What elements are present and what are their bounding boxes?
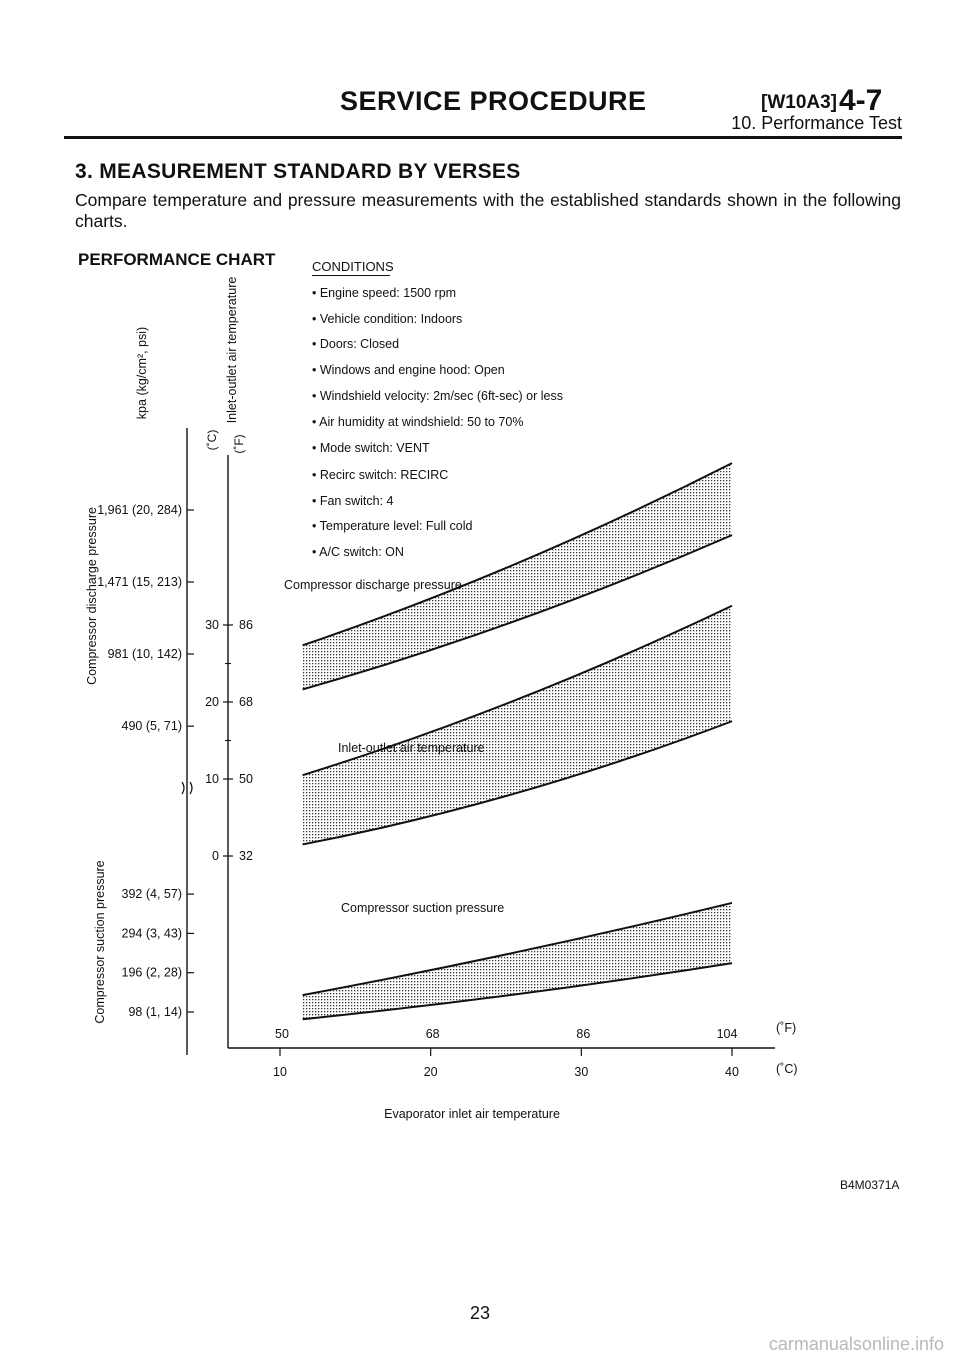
temperature-unit-c: (˚C) (205, 430, 219, 451)
page-header-title: SERVICE PROCEDURE (340, 86, 647, 116)
header-divider (64, 136, 902, 139)
condition-item: • Vehicle condition: Indoors (312, 312, 463, 326)
conditions-underline (312, 275, 390, 276)
temperature-tick-label-c: 20 (205, 695, 219, 709)
discharge-band-fill (302, 463, 732, 690)
discharge-axis-label: Compressor discharge pressure (85, 507, 99, 685)
suction-band-fill (302, 902, 732, 1020)
discharge-tick-label: 490 (5, 71) (122, 719, 182, 733)
page-header-code: [W10A3] (761, 92, 838, 113)
x-tick-label-f: 68 (426, 1027, 440, 1041)
x-unit-c: (˚C) (776, 1062, 798, 1076)
condition-item: • Windows and engine hood: Open (312, 363, 505, 377)
inlet-outlet-series-label: Inlet-outlet air temperature (338, 741, 485, 755)
discharge-tick-label: 981 (10, 142) (108, 647, 182, 661)
chart-labels: 1,961 (20, 284) 1,471 (15, 213) 981 (10, 1… (85, 277, 798, 1121)
x-unit-f: (˚F) (776, 1021, 796, 1035)
axis-break-mark (181, 781, 193, 795)
discharge-tick-label: 1,961 (20, 284) (97, 503, 182, 517)
section-text: Compare temperature and pressure measure… (75, 190, 901, 231)
section-heading: 3. MEASUREMENT STANDARD BY VERSES (75, 160, 521, 183)
x-tick-label-f: 104 (717, 1027, 738, 1041)
suction-tick-label: 294 (3, 43) (122, 926, 182, 940)
condition-item: • Doors: Closed (312, 337, 400, 351)
x-axis-label: Evaporator inlet air temperature (384, 1107, 560, 1121)
pressure-unit-label: kpa (kg/cm², psi) (135, 327, 149, 419)
suction-tick-label: 196 (2, 28) (122, 966, 182, 980)
temperature-axis-label: Inlet-outlet air temperature (225, 277, 239, 424)
temperature-tick-label-c: 0 (212, 849, 219, 863)
x-tick-label-c: 10 (273, 1065, 287, 1079)
discharge-band-upper-line (302, 462, 733, 647)
temperature-tick-label-f: 86 (239, 618, 253, 632)
temperature-tick-label-f: 32 (239, 849, 253, 863)
condition-item: • A/C switch: ON (312, 545, 404, 559)
suction-tick-label: 392 (4, 57) (122, 887, 182, 901)
condition-item: • Engine speed: 1500 rpm (312, 286, 457, 300)
x-tick-label-c: 40 (725, 1065, 739, 1079)
temperature-tick-label-f: 50 (239, 772, 253, 786)
inlet-outlet-band-upper-line (302, 604, 733, 777)
suction-series-label: Compressor suction pressure (341, 901, 504, 915)
x-tick-label-c: 20 (424, 1065, 438, 1079)
suction-tick-label: 98 (1, 14) (128, 1005, 182, 1019)
x-tick-label-f: 86 (576, 1027, 590, 1041)
discharge-series-label: Compressor discharge pressure (284, 578, 462, 592)
page-header-subtitle: 10. Performance Test (731, 113, 902, 133)
discharge-tick-label: 1,471 (15, 213) (97, 575, 182, 589)
discharge-band-lower-line (302, 534, 733, 691)
inlet-outlet-band-lower-line (302, 720, 733, 846)
condition-item: • Windshield velocity: 2m/sec (6ft-sec) … (312, 389, 563, 403)
x-tick-label-f: 50 (275, 1027, 289, 1041)
figure-code: B4M0371A (840, 1178, 900, 1192)
temperature-unit-f: (˚F) (232, 434, 246, 453)
suction-band-lower-line (302, 962, 733, 1021)
conditions-heading: CONDITIONS (312, 259, 394, 274)
condition-item: • Recirc switch: RECIRC (312, 468, 449, 482)
condition-item: • Mode switch: VENT (312, 441, 430, 455)
chart-axes (181, 428, 775, 1056)
page-header-section-number: 4-7 (839, 84, 883, 117)
chart-title: PERFORMANCE CHART (78, 250, 276, 269)
condition-item: • Temperature level: Full cold (312, 519, 473, 533)
suction-band-upper-line (302, 901, 733, 997)
footer-watermark: carmanualsonline.info (768, 1334, 944, 1354)
page-number: 23 (469, 1303, 491, 1323)
inlet-outlet-band-fill (302, 605, 732, 845)
temperature-tick-label-c: 30 (205, 618, 219, 632)
x-tick-label-c: 30 (574, 1065, 588, 1079)
temperature-tick-label-c: 10 (205, 772, 219, 786)
temperature-tick-label-f: 68 (239, 695, 253, 709)
condition-item: • Fan switch: 4 (312, 494, 394, 508)
suction-axis-label: Compressor suction pressure (93, 860, 107, 1023)
chart-bands (302, 462, 733, 1021)
condition-item: • Air humidity at windshield: 50 to 70% (312, 415, 524, 429)
